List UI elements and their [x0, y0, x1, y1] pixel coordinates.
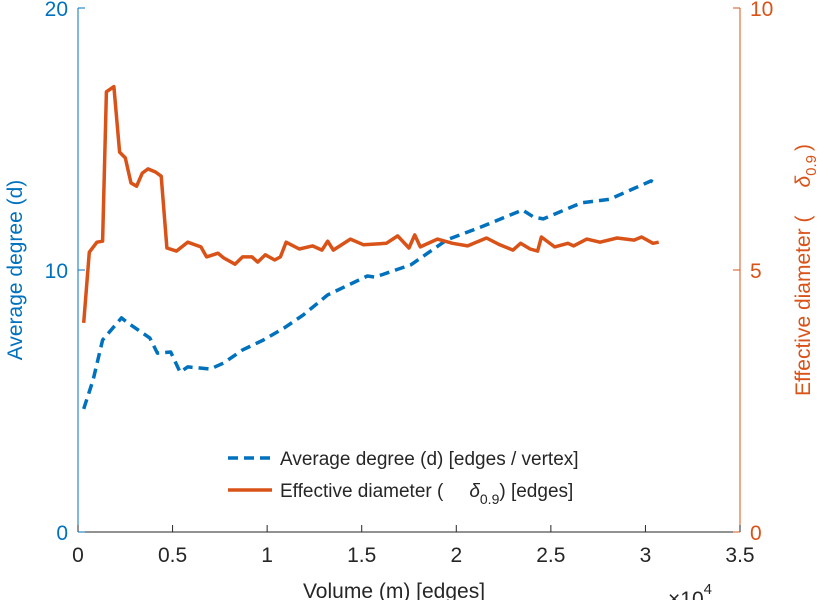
y-left-tick-label: 20 — [45, 0, 68, 21]
x-tick-label: 2.5 — [536, 544, 565, 567]
x-tick-label: 3 — [640, 544, 652, 567]
series-line-average-degree — [82, 179, 658, 410]
legend: Average degree (d) [edges / vertex] Effe… — [228, 449, 579, 507]
y-left-tick-label: 0 — [56, 522, 68, 545]
y-right-tick-label: 0 — [750, 522, 762, 545]
x-exponent-label: ×104 — [668, 581, 712, 600]
y-axis-right-label: Effective diameter (δ0.9) — [792, 144, 820, 396]
x-tick-label: 1.5 — [347, 544, 376, 567]
x-tick-label: 2 — [450, 544, 462, 567]
y-right-tick-label: 10 — [750, 0, 773, 21]
x-axis-label: Volume (m) [edges] — [303, 580, 485, 600]
y-right-tick-label: 5 — [750, 260, 762, 283]
x-tick-label: 0 — [72, 544, 84, 567]
x-tick-label: 1 — [261, 544, 273, 567]
y-left-tick-label: 10 — [45, 260, 68, 283]
series-group — [81, 84, 660, 410]
x-tick-label: 3.5 — [725, 544, 754, 567]
series-line-effective-diameter — [81, 84, 660, 324]
legend-label-average-degree: Average degree (d) [edges / vertex] — [280, 449, 579, 470]
legend-label-effective-diameter: Effective diameter (δ0.9) [edges] — [280, 481, 573, 507]
y-axis-left-label: Average degree (d) — [4, 180, 27, 361]
x-tick-label: 0.5 — [158, 544, 187, 567]
